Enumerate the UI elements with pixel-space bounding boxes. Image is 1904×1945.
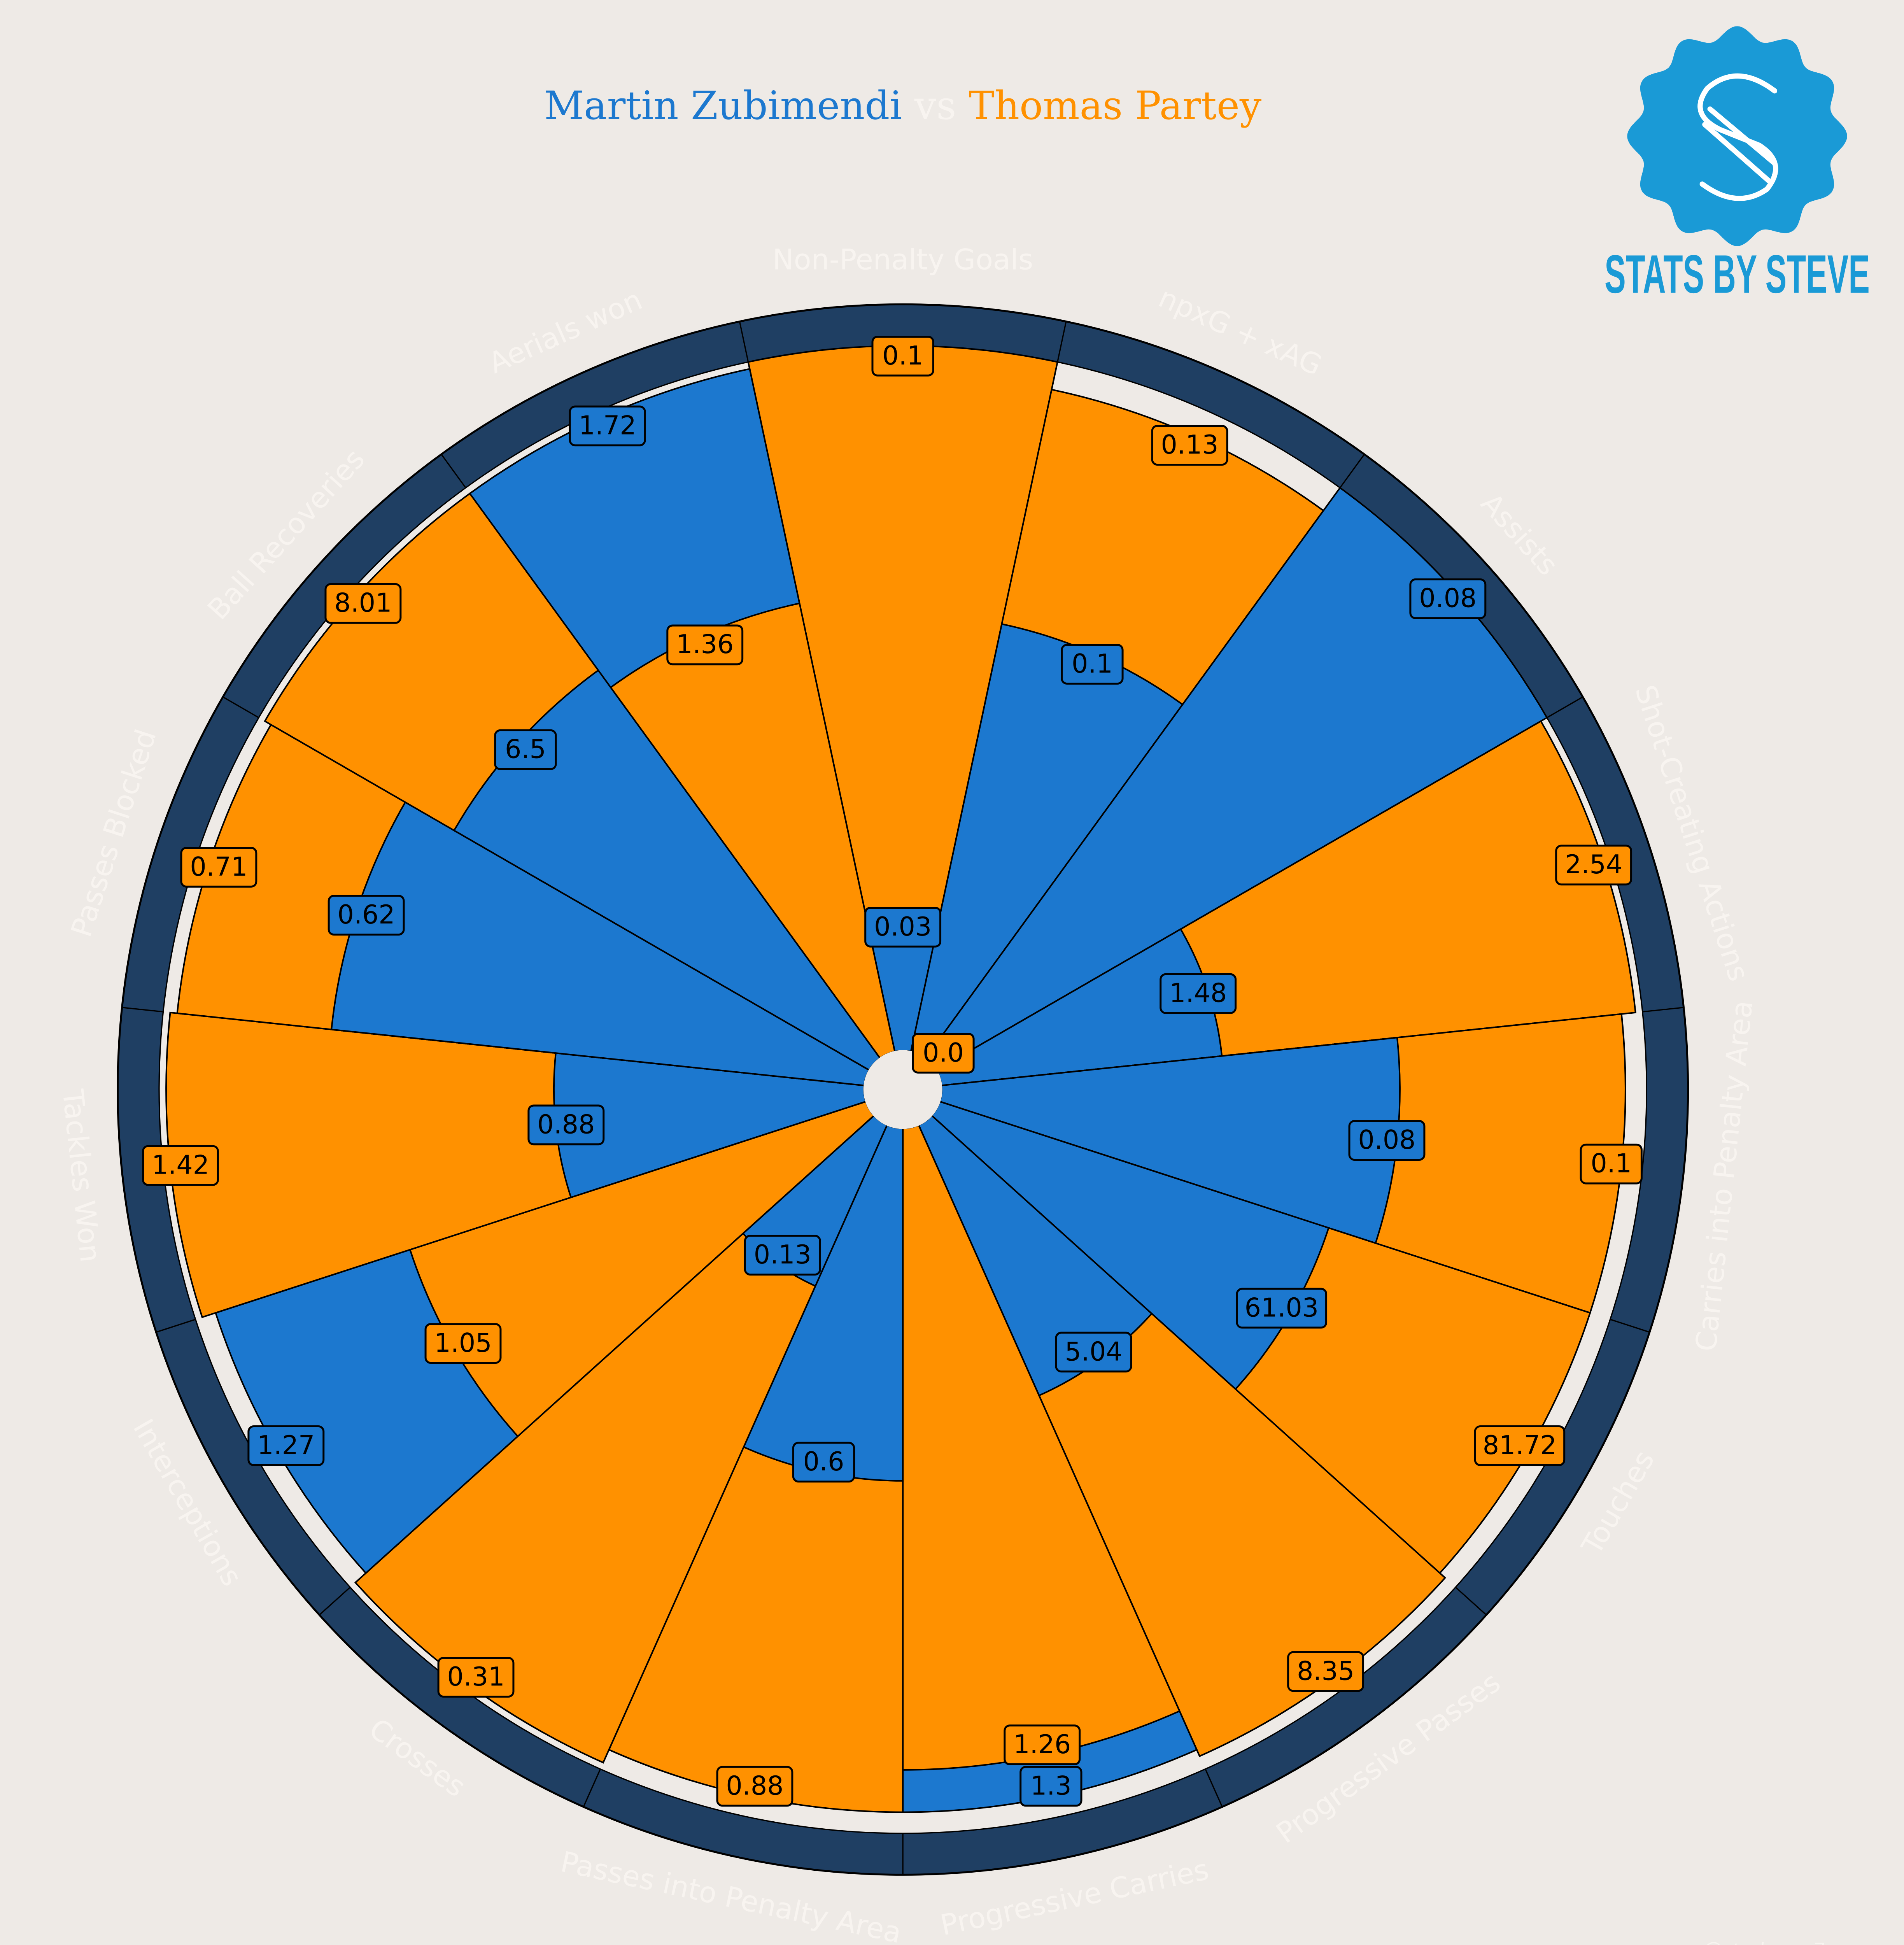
- value-label-box: [871, 335, 934, 377]
- value-label-box: [247, 1425, 325, 1466]
- value-label: 0.03: [874, 911, 932, 942]
- value-label: 8.01: [334, 588, 392, 618]
- value-label: 8.35: [1297, 1656, 1354, 1686]
- value-label-box: [1061, 644, 1124, 685]
- value-label-box: [1236, 1288, 1328, 1329]
- ring-divider: [739, 321, 749, 362]
- title-player-2: Thomas Partey: [969, 83, 1262, 128]
- value-label: 0.62: [338, 899, 395, 930]
- value-label: 81.72: [1483, 1430, 1557, 1460]
- ring-divider: [1455, 1587, 1487, 1616]
- value-label: 0.1: [1590, 1148, 1632, 1179]
- value-label: 1.3: [1030, 1770, 1072, 1801]
- value-label-box: [792, 1442, 855, 1483]
- title-player-1: Martin Zubimendi: [544, 83, 902, 128]
- value-label: 6.5: [505, 734, 546, 764]
- value-label-box: [1151, 425, 1228, 466]
- chart-title: Martin Zubimendi vs Thomas Partey: [544, 83, 1262, 128]
- ring-divider: [1057, 321, 1067, 362]
- value-label-box: [1555, 845, 1633, 886]
- value-label-box: [1580, 1143, 1643, 1185]
- value-label-box: [912, 1033, 975, 1074]
- value-label: 0.88: [726, 1770, 783, 1801]
- value-label: 0.88: [537, 1109, 595, 1139]
- value-label-box: [494, 729, 557, 770]
- value-label-box: [716, 1766, 793, 1807]
- value-label-box: [666, 624, 744, 666]
- value-label: 0.0: [923, 1037, 964, 1068]
- value-label: 1.48: [1169, 978, 1227, 1008]
- value-label: 0.1: [882, 340, 923, 371]
- value-label: 0.1: [1072, 648, 1113, 679]
- ring-divider: [1610, 1319, 1650, 1333]
- ring-divider: [1339, 454, 1365, 488]
- ring-divider: [1547, 696, 1583, 718]
- credit-line: @stephenaq7: [1703, 1939, 1825, 1945]
- ring-divider: [319, 1587, 351, 1616]
- value-label-box: [1004, 1724, 1081, 1766]
- ring-divider: [156, 1319, 196, 1333]
- value-label-box: [324, 583, 402, 624]
- value-label: 2.54: [1565, 849, 1622, 880]
- value-label: 1.05: [434, 1328, 492, 1358]
- value-label: 1.27: [257, 1430, 315, 1460]
- value-label-box: [569, 405, 646, 447]
- ring-divider: [583, 1768, 601, 1807]
- ring-divider: [222, 696, 259, 718]
- value-label: 5.04: [1065, 1336, 1123, 1367]
- value-label: 0.13: [754, 1239, 811, 1270]
- title-separator: vs: [914, 83, 956, 128]
- value-label-box: [328, 895, 405, 936]
- value-label: 1.26: [1013, 1729, 1071, 1759]
- ring-divider: [1205, 1768, 1223, 1807]
- value-label-box: [142, 1145, 219, 1186]
- value-label-box: [1348, 1120, 1426, 1161]
- value-label: 0.71: [190, 852, 247, 882]
- value-label-box: [1287, 1651, 1365, 1692]
- value-label: 61.03: [1245, 1292, 1319, 1323]
- value-label: 0.6: [803, 1446, 844, 1477]
- category-label: Non-Penalty Goals: [772, 244, 1033, 277]
- credits: @stephenaq7data via FBREF / Optainspired…: [1703, 1939, 1825, 1945]
- value-label: 1.36: [676, 629, 734, 659]
- value-label-box: [437, 1657, 515, 1698]
- value-label-box: [1409, 578, 1487, 619]
- value-label: 0.08: [1358, 1125, 1415, 1155]
- ring-divider: [441, 454, 466, 488]
- value-label-box: [1474, 1425, 1566, 1466]
- value-label-box: [864, 906, 942, 948]
- logo-mark: [1697, 73, 1778, 201]
- value-label-box: [1160, 973, 1237, 1014]
- value-label: 0.08: [1419, 583, 1477, 613]
- value-label-box: [1055, 1332, 1132, 1373]
- value-label-box: [1019, 1766, 1082, 1807]
- logo: STATS BY STEVE: [1604, 26, 1870, 305]
- value-label: 0.31: [447, 1661, 504, 1692]
- logo-text: STATS BY STEVE: [1604, 244, 1870, 305]
- value-label: 1.42: [152, 1149, 209, 1180]
- value-label: 0.13: [1161, 429, 1219, 460]
- value-label-box: [527, 1104, 605, 1146]
- value-label-box: [180, 847, 257, 888]
- value-label-box: [744, 1235, 821, 1276]
- ring-divider: [122, 1007, 163, 1013]
- value-label-box: [424, 1323, 502, 1364]
- value-label: 1.72: [579, 410, 636, 440]
- ring-divider: [1642, 1007, 1684, 1013]
